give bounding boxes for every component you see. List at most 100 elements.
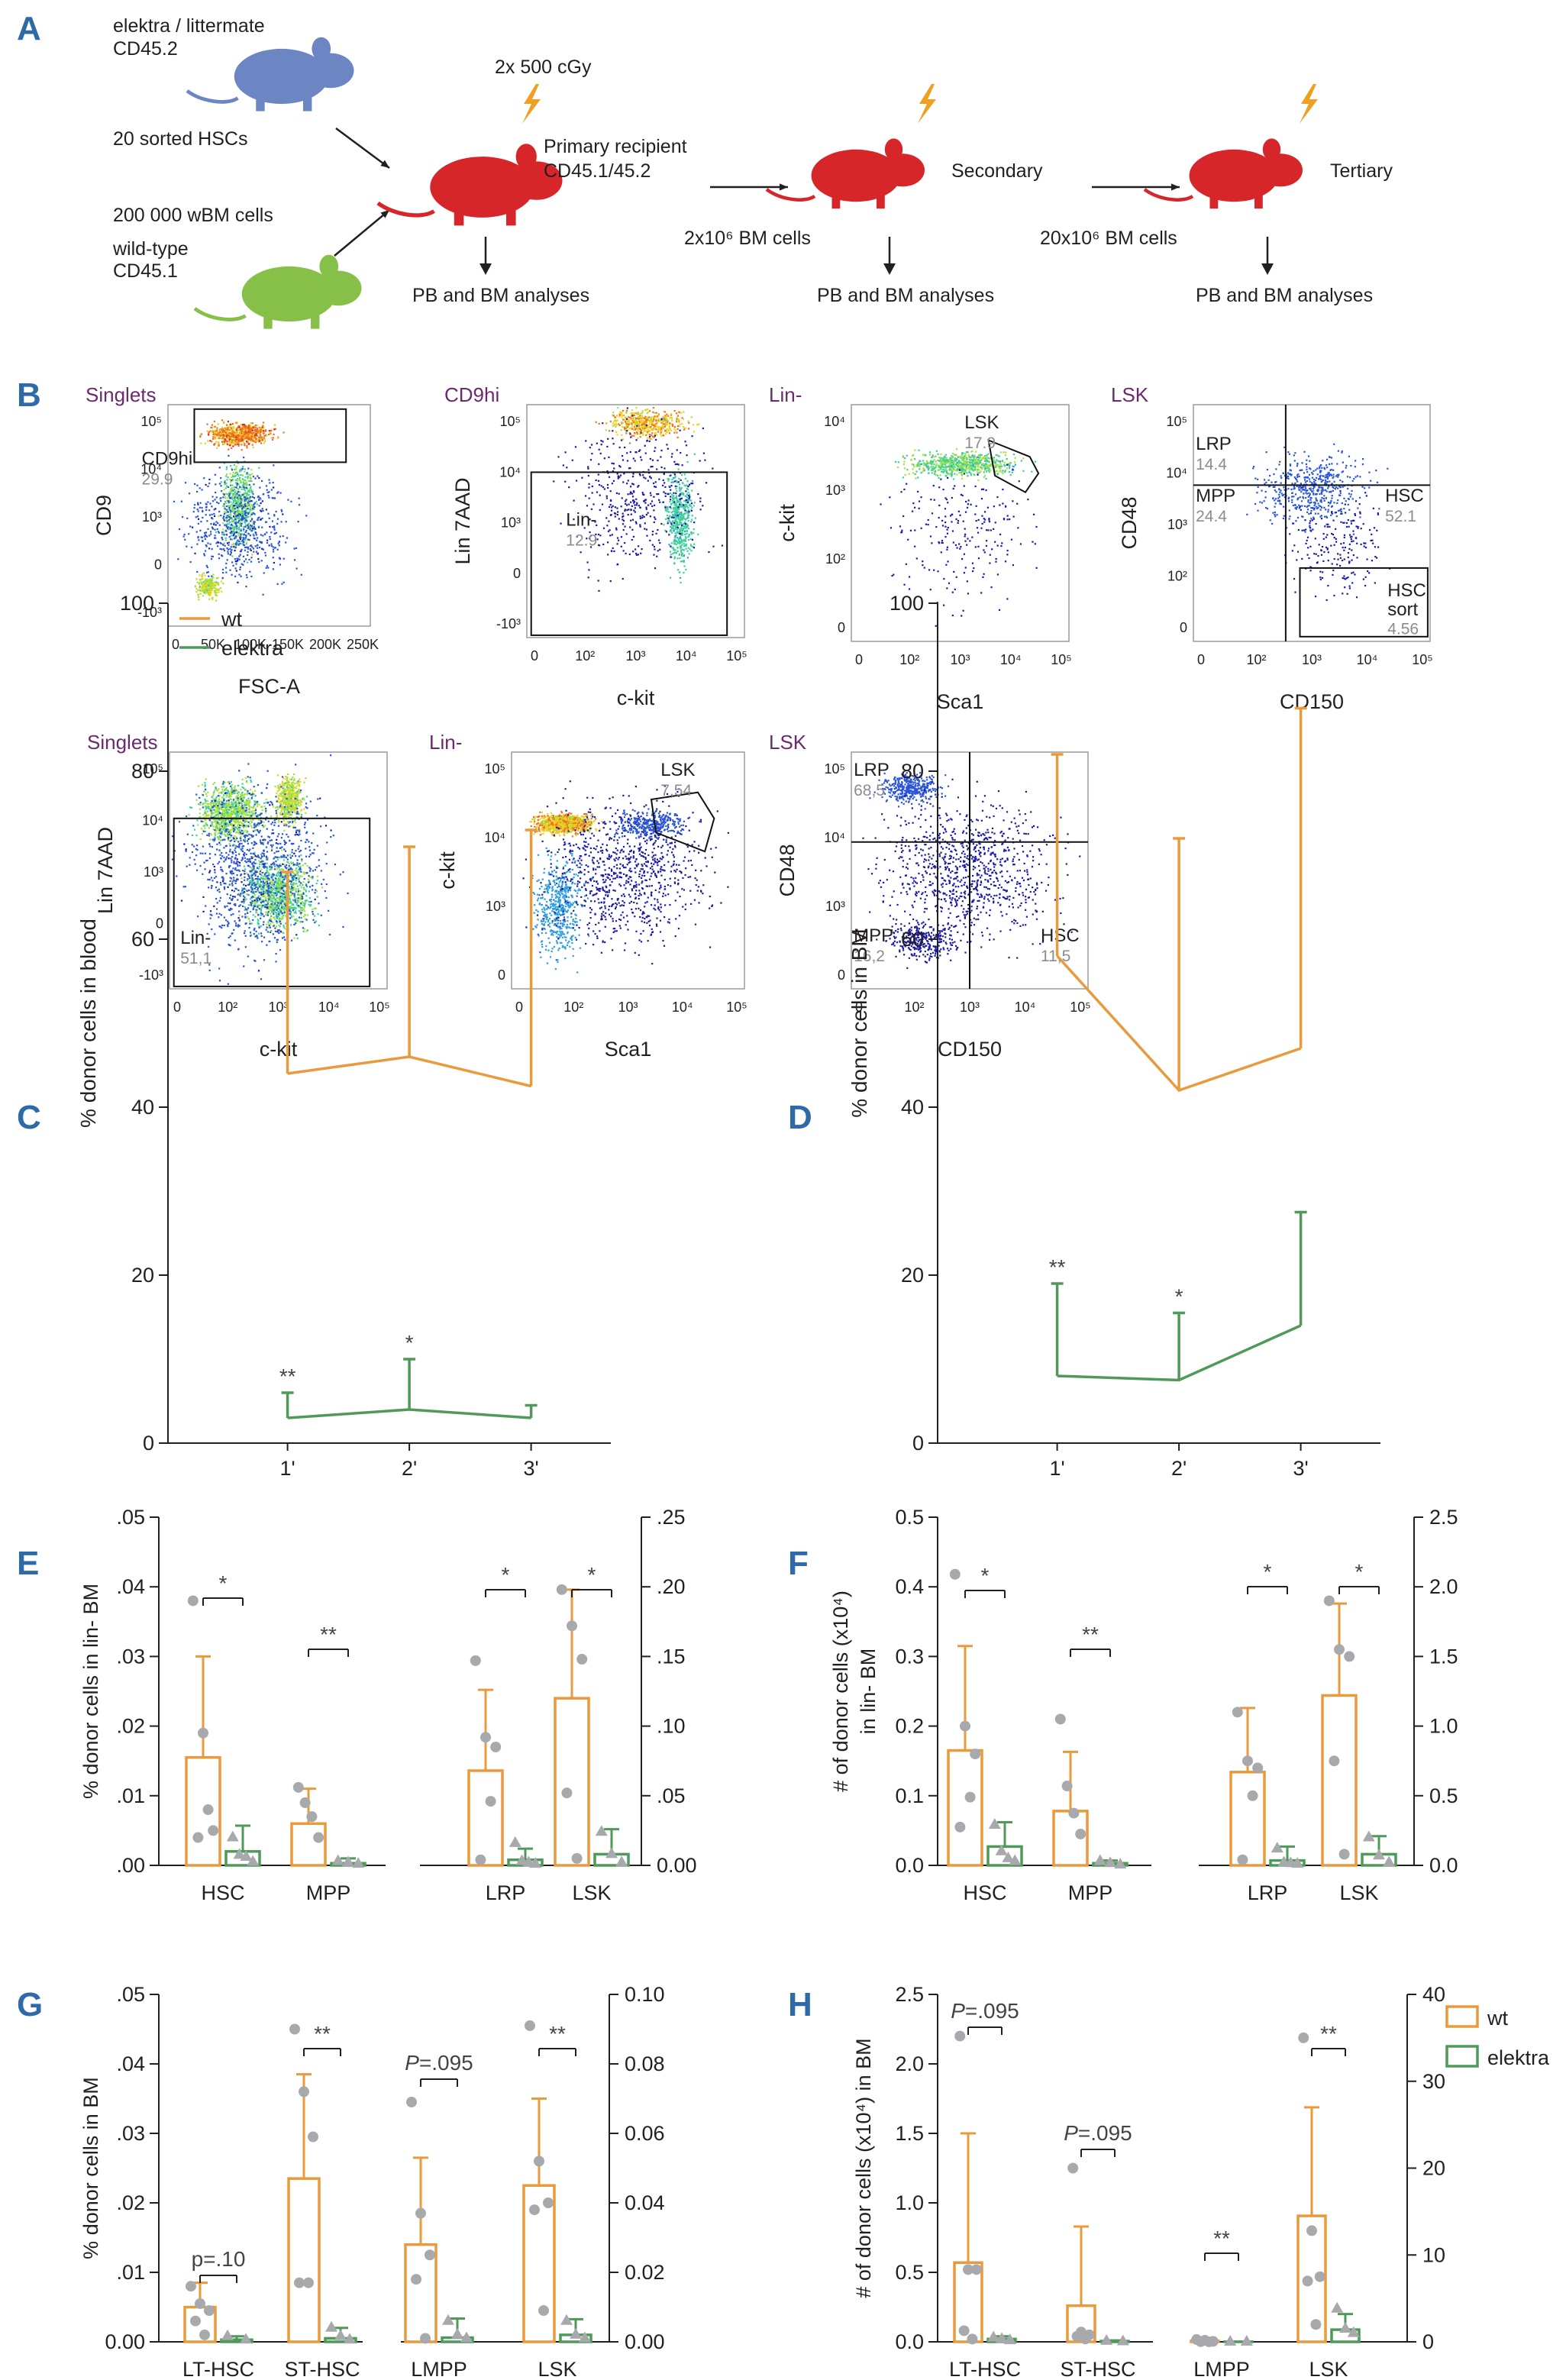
event-dot [239, 497, 242, 499]
event-dot [272, 526, 274, 528]
event-dot [985, 457, 987, 460]
event-dot [993, 459, 996, 461]
event-dot [1272, 486, 1274, 488]
event-dot [657, 428, 660, 430]
event-dot [222, 435, 224, 438]
event-dot [281, 510, 283, 512]
event-dot [988, 518, 990, 520]
event-dot [1265, 506, 1267, 509]
event-dot [237, 533, 240, 535]
event-dot [591, 452, 593, 455]
event-dot [685, 500, 687, 502]
mouse-tail [186, 89, 239, 104]
event-dot [232, 473, 234, 476]
event-dot [617, 476, 619, 479]
event-dot [934, 467, 936, 470]
event-dot [631, 475, 634, 478]
event-dot [237, 434, 239, 436]
event-dot [560, 522, 562, 525]
arrowhead [779, 183, 788, 191]
event-dot [234, 472, 237, 475]
event-dot [293, 559, 296, 561]
event-dot [672, 424, 674, 427]
event-dot [633, 491, 635, 493]
event-dot [240, 530, 242, 532]
event-dot [680, 499, 682, 502]
event-dot [235, 570, 237, 572]
event-dot [980, 592, 983, 594]
event-dot [922, 462, 925, 464]
event-dot [640, 412, 642, 415]
event-dot [204, 531, 206, 534]
event-dot [285, 521, 287, 523]
event-dot [234, 508, 237, 510]
event-dot [687, 528, 690, 530]
event-dot [236, 513, 239, 515]
event-dot [223, 549, 226, 552]
event-dot [688, 511, 690, 513]
mouse-tail [1143, 188, 1194, 202]
event-dot [620, 536, 623, 538]
plot-frame [851, 404, 1070, 642]
event-dot [252, 434, 254, 436]
event-dot [227, 497, 229, 499]
event-dot [1320, 492, 1322, 494]
event-dot [646, 432, 649, 434]
event-dot [247, 512, 250, 515]
event-dot [670, 523, 673, 525]
event-dot [620, 429, 622, 431]
event-dot [246, 492, 248, 495]
event-dot [238, 509, 241, 512]
event-dot [244, 519, 247, 522]
event-dot [691, 518, 693, 521]
event-dot [660, 426, 663, 428]
event-dot [1006, 518, 1009, 521]
event-dot [215, 599, 218, 602]
event-dot [938, 460, 941, 463]
event-dot [922, 560, 924, 563]
event-dot [966, 472, 968, 474]
event-dot [204, 586, 206, 589]
event-dot [202, 588, 205, 590]
event-dot [686, 488, 688, 490]
event-dot [609, 580, 612, 583]
event-dot [977, 466, 979, 468]
event-dot [693, 528, 695, 531]
event-dot [590, 508, 593, 510]
event-dot [250, 486, 252, 488]
event-dot [687, 519, 689, 522]
event-dot [679, 488, 681, 490]
event-dot [244, 468, 247, 470]
event-dot [1331, 463, 1333, 465]
event-dot [241, 512, 244, 515]
event-dot [682, 514, 684, 516]
event-dot [997, 460, 999, 463]
event-dot [974, 456, 976, 459]
event-dot [247, 427, 249, 429]
event-dot [681, 423, 683, 425]
event-dot [643, 423, 646, 425]
event-dot [629, 467, 631, 470]
event-dot [659, 501, 661, 503]
plot-frame [1193, 404, 1431, 642]
event-dot [241, 493, 243, 496]
event-dot [967, 460, 970, 463]
event-dot [946, 548, 948, 551]
event-dot [270, 489, 273, 491]
event-dot [602, 441, 604, 443]
event-dot [215, 508, 217, 510]
event-dot [688, 534, 690, 536]
event-dot [216, 501, 218, 503]
event-dot [945, 460, 948, 462]
mouse-ear [319, 254, 339, 279]
event-dot [208, 575, 210, 577]
event-dot [283, 581, 285, 583]
event-dot [1283, 515, 1285, 517]
event-dot [260, 442, 263, 444]
event-dot [191, 546, 193, 548]
event-dot [641, 474, 644, 476]
event-dot [237, 522, 239, 524]
event-dot [680, 518, 683, 521]
event-dot [195, 578, 198, 580]
event-dot [687, 494, 689, 497]
